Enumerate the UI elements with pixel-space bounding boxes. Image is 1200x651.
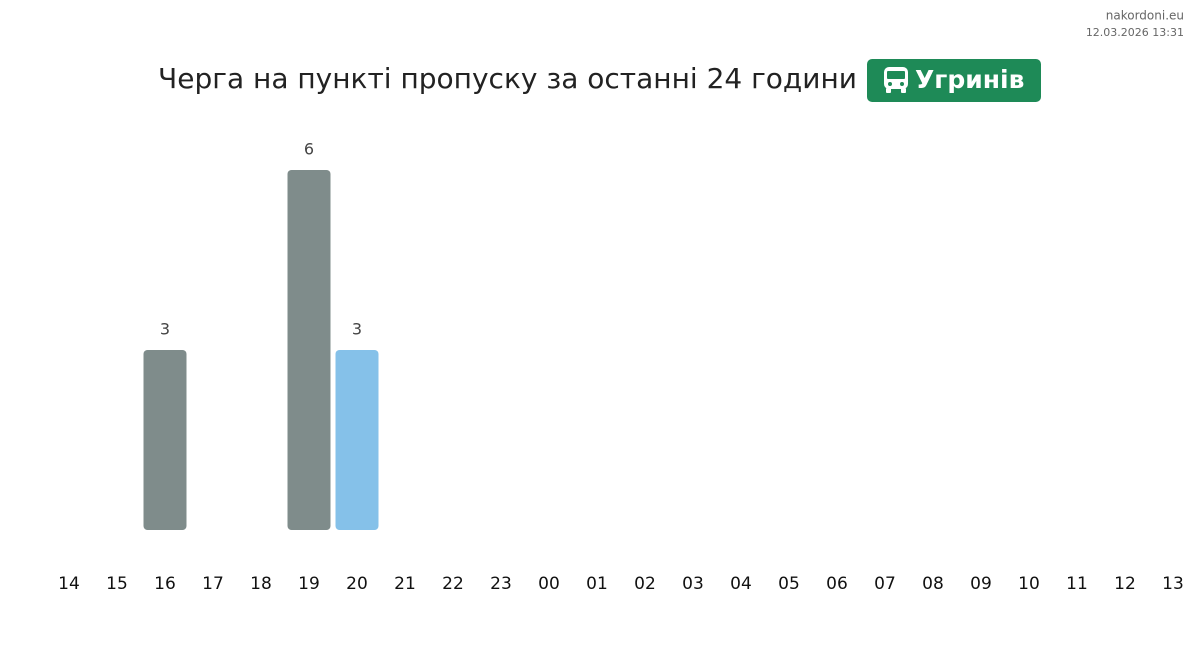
bar — [335, 350, 379, 530]
x-tick-label: 10 — [1018, 574, 1040, 594]
bar — [143, 350, 187, 530]
x-tick-label: 15 — [106, 574, 128, 594]
x-tick-label: 05 — [778, 574, 800, 594]
timestamp: 12.03.2026 13:31 — [1086, 26, 1184, 39]
x-tick-label: 22 — [442, 574, 464, 594]
x-tick-label: 13 — [1162, 574, 1184, 594]
x-tick-label: 21 — [394, 574, 416, 594]
x-tick-label: 23 — [490, 574, 512, 594]
site-name: nakordoni.eu — [1106, 9, 1184, 23]
x-tick-label: 11 — [1066, 574, 1088, 594]
x-tick-label: 06 — [826, 574, 848, 594]
value-label: 3 — [160, 320, 170, 339]
bus-icon — [884, 67, 908, 93]
badge-label: Угринів — [915, 65, 1024, 94]
x-tick-label: 03 — [682, 574, 704, 594]
x-tick-label: 17 — [202, 574, 224, 594]
value-label: 3 — [352, 320, 362, 339]
chart-title: Черга на пункті пропуску за останні 24 г… — [158, 62, 857, 95]
x-tick-label: 01 — [586, 574, 608, 594]
x-tick-label: 20 — [346, 574, 368, 594]
value-label: 6 — [304, 140, 314, 159]
x-tick-label: 19 — [298, 574, 320, 594]
x-tick-label: 02 — [634, 574, 656, 594]
x-tick-label: 00 — [538, 574, 560, 594]
x-tick-label: 09 — [970, 574, 992, 594]
x-tick-label: 16 — [154, 574, 176, 594]
x-tick-label: 04 — [730, 574, 752, 594]
bar — [287, 170, 331, 530]
x-tick-label: 12 — [1114, 574, 1136, 594]
x-tick-label: 18 — [250, 574, 272, 594]
x-tick-label: 08 — [922, 574, 944, 594]
x-tick-label: 07 — [874, 574, 896, 594]
x-tick-label: 14 — [58, 574, 80, 594]
badge — [867, 59, 1041, 102]
